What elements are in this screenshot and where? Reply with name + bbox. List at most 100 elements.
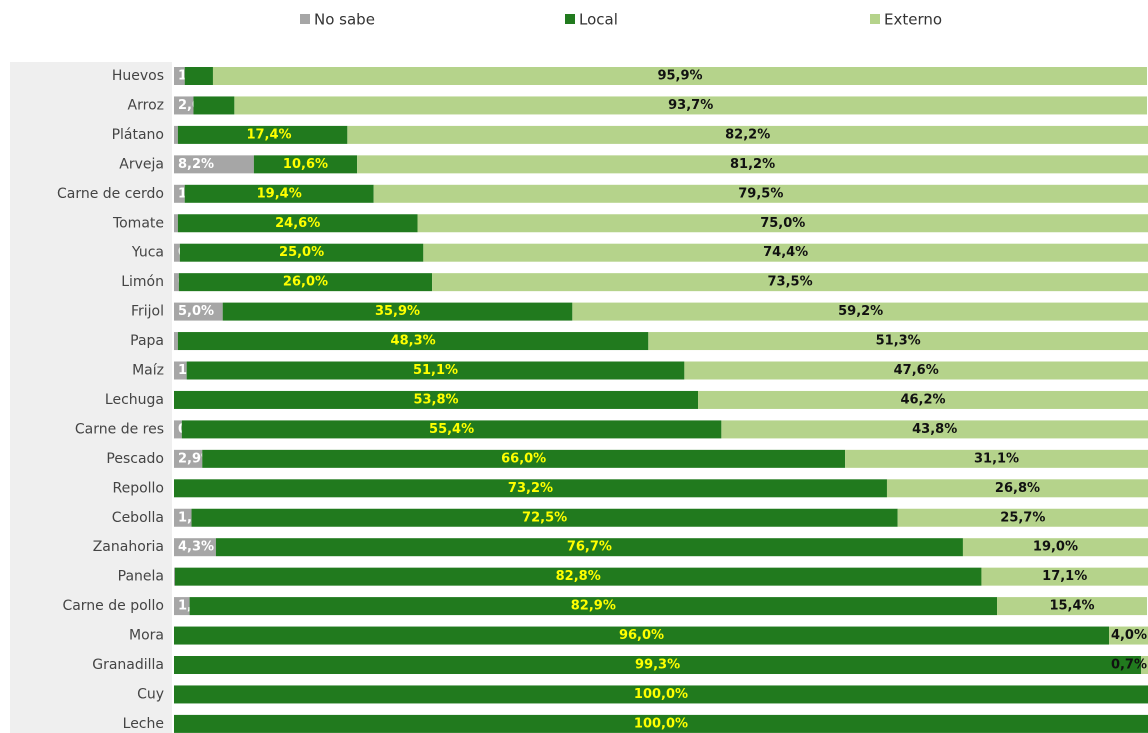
bar-segment	[191, 508, 898, 527]
category-label: Granadilla	[92, 657, 164, 673]
value-label: 73,5%	[768, 275, 813, 290]
category-label: Repollo	[112, 480, 164, 496]
value-label: 25,0%	[279, 245, 324, 260]
value-label: 48,3%	[391, 334, 436, 349]
category-label: Cuy	[137, 686, 164, 702]
legend-swatch	[300, 14, 310, 24]
bar-segment	[174, 538, 216, 557]
value-label: 17,1%	[1042, 569, 1087, 584]
value-label: 73,2%	[508, 481, 553, 496]
category-label: Zanahoria	[93, 539, 164, 555]
value-label: 55,4%	[429, 422, 474, 437]
value-label: 31,1%	[974, 451, 1019, 466]
value-label: 59,2%	[838, 304, 883, 319]
category-label: Frijol	[131, 304, 164, 320]
bar-segment	[184, 67, 213, 85]
value-label: 74,4%	[763, 245, 808, 260]
bar-segment	[373, 184, 1148, 203]
bar-segment	[698, 390, 1148, 409]
bar-segment	[177, 214, 418, 233]
bar-segment	[981, 567, 1148, 586]
bar-segment	[174, 449, 203, 468]
value-label: 17,4%	[246, 127, 291, 142]
value-label: 82,2%	[725, 127, 770, 142]
category-label: Maíz	[132, 363, 164, 379]
value-label: 26,0%	[283, 275, 328, 290]
bar-segment	[174, 626, 1110, 645]
bar-segment	[212, 67, 1148, 85]
bar-segment	[1141, 656, 1148, 674]
bar-segment	[184, 184, 374, 203]
bar-segment	[174, 67, 185, 85]
value-label: 47,6%	[894, 363, 939, 378]
bar-segment	[174, 184, 185, 203]
value-label: 5,0%	[178, 304, 214, 319]
bar-segment	[897, 508, 1148, 527]
value-label: 99,3%	[635, 658, 680, 673]
bar-segment	[174, 567, 982, 586]
bar-segment	[417, 214, 1148, 233]
category-label: Mora	[129, 628, 164, 644]
category-label: Arveja	[119, 156, 164, 172]
bar-segment	[177, 332, 649, 351]
value-label: 93,7%	[668, 98, 713, 113]
bar-segment	[174, 714, 1148, 733]
bar-segment	[174, 390, 699, 409]
bar-segment	[347, 125, 1148, 144]
category-label: Papa	[130, 333, 164, 349]
bar-segment	[174, 332, 178, 351]
bar-segment	[178, 273, 433, 292]
bar-segment	[177, 125, 348, 144]
bar-segment	[174, 155, 254, 174]
category-label: Plátano	[112, 127, 164, 143]
bar-segment	[253, 155, 358, 174]
bar-segment	[174, 420, 182, 439]
bar-segment	[432, 273, 1148, 292]
bar-segment	[179, 243, 424, 262]
legend-swatch	[565, 14, 575, 24]
value-label: 81,2%	[730, 157, 775, 172]
bar-segment	[174, 214, 178, 233]
bar-segment	[222, 302, 573, 321]
category-label: Arroz	[128, 97, 164, 113]
bar-segment	[174, 96, 194, 115]
category-label: Cebolla	[112, 510, 164, 526]
value-label: 82,9%	[571, 599, 616, 614]
bar-segment	[962, 538, 1148, 557]
value-label: 4,0%	[1111, 628, 1147, 643]
value-label: 25,7%	[1000, 510, 1045, 525]
value-label: 26,8%	[995, 481, 1040, 496]
value-label: 0,7%	[1111, 658, 1147, 673]
category-label: Pescado	[106, 451, 164, 467]
bar-segment	[1109, 626, 1148, 645]
value-label: 82,8%	[556, 569, 601, 584]
bar-segment	[174, 567, 175, 586]
bar-segment	[234, 96, 1148, 115]
value-label: 76,7%	[567, 540, 612, 555]
bar-segment	[721, 420, 1148, 439]
category-label: Carne de cerdo	[57, 186, 164, 202]
value-label: 96,0%	[619, 628, 664, 643]
bar-segment	[186, 361, 685, 380]
category-label: Huevos	[112, 68, 164, 84]
value-label: 19,4%	[257, 186, 302, 201]
category-label: Limón	[121, 274, 164, 290]
category-label: Tomate	[112, 215, 164, 231]
value-label: 100,0%	[634, 687, 688, 702]
bar-segment	[174, 243, 180, 262]
bar-segment	[423, 243, 1148, 262]
bar-segment	[174, 656, 1142, 674]
value-label: 51,1%	[413, 363, 458, 378]
bar-segment	[572, 302, 1148, 321]
value-label: 10,6%	[283, 157, 328, 172]
bar-segment	[174, 361, 187, 380]
bar-segment	[357, 155, 1148, 174]
category-label: Carne de res	[75, 421, 164, 437]
value-label: 51,3%	[876, 334, 921, 349]
value-label: 24,6%	[275, 216, 320, 231]
bar-segment	[684, 361, 1148, 380]
value-label: 100,0%	[634, 716, 688, 731]
bar-segment	[202, 449, 846, 468]
bar-segment	[174, 685, 1148, 704]
